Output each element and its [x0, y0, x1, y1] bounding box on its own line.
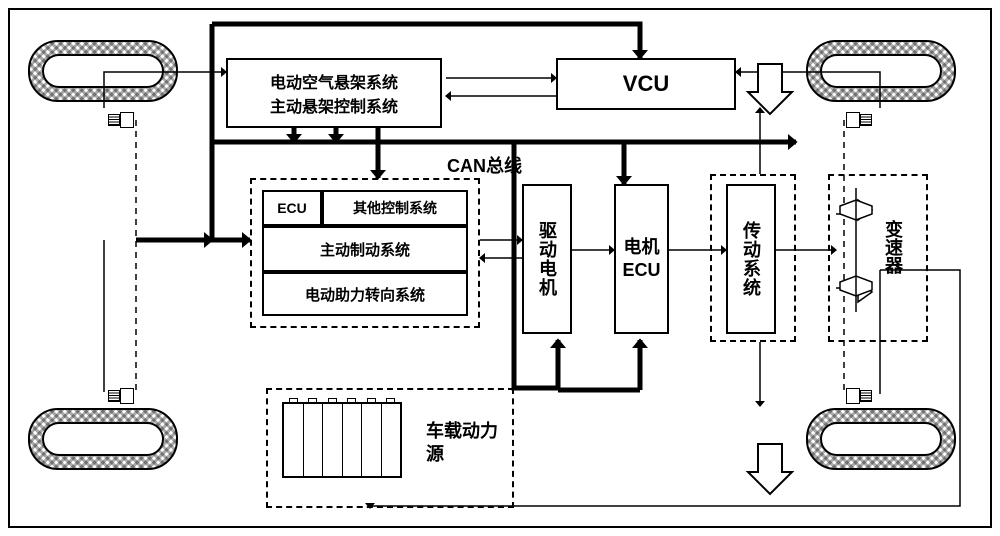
other-ctrl-cell: 其他控制系统: [322, 190, 468, 226]
suspension-box: 电动空气悬架系统 主动悬架控制系统: [226, 58, 442, 128]
suspension-line1: 电动空气悬架系统: [270, 69, 398, 93]
wheel-front-left: [28, 40, 178, 102]
active-brake-cell: 主动制动系统: [262, 226, 468, 272]
wheel-rear-left: [28, 408, 178, 470]
battery-icon: [282, 402, 402, 478]
drive-motor-box: 驱动电机: [522, 184, 572, 334]
brake-fr: [848, 112, 872, 126]
drivetrain-box: 传动系统: [726, 184, 776, 334]
ecu-cell: ECU: [262, 190, 322, 226]
can-bus-label: CAN总线: [445, 152, 524, 178]
ecu-label: ECU: [277, 200, 307, 216]
eps-label: 电动助力转向系统: [305, 284, 425, 305]
brake-rl: [108, 388, 132, 402]
drivetrain-label: 传动系统: [738, 221, 764, 297]
transmission-label: 变速器: [878, 220, 908, 274]
wheel-rear-right: [806, 408, 956, 470]
motor-ecu-label: 电机ECU: [622, 236, 660, 283]
vcu-box: VCU: [556, 58, 736, 110]
brake-rr: [848, 388, 872, 402]
eps-cell: 电动助力转向系统: [262, 272, 468, 316]
active-brake-label: 主动制动系统: [320, 239, 410, 260]
power-source-label: 车载动力源: [424, 420, 504, 467]
motor-ecu-box: 电机ECU: [614, 184, 669, 334]
other-ctrl-label: 其他控制系统: [353, 198, 437, 218]
vcu-label: VCU: [623, 71, 669, 97]
wheel-front-right: [806, 40, 956, 102]
brake-fl: [108, 112, 132, 126]
drive-motor-label: 驱动电机: [534, 221, 560, 297]
suspension-line2: 主动悬架控制系统: [270, 93, 398, 117]
